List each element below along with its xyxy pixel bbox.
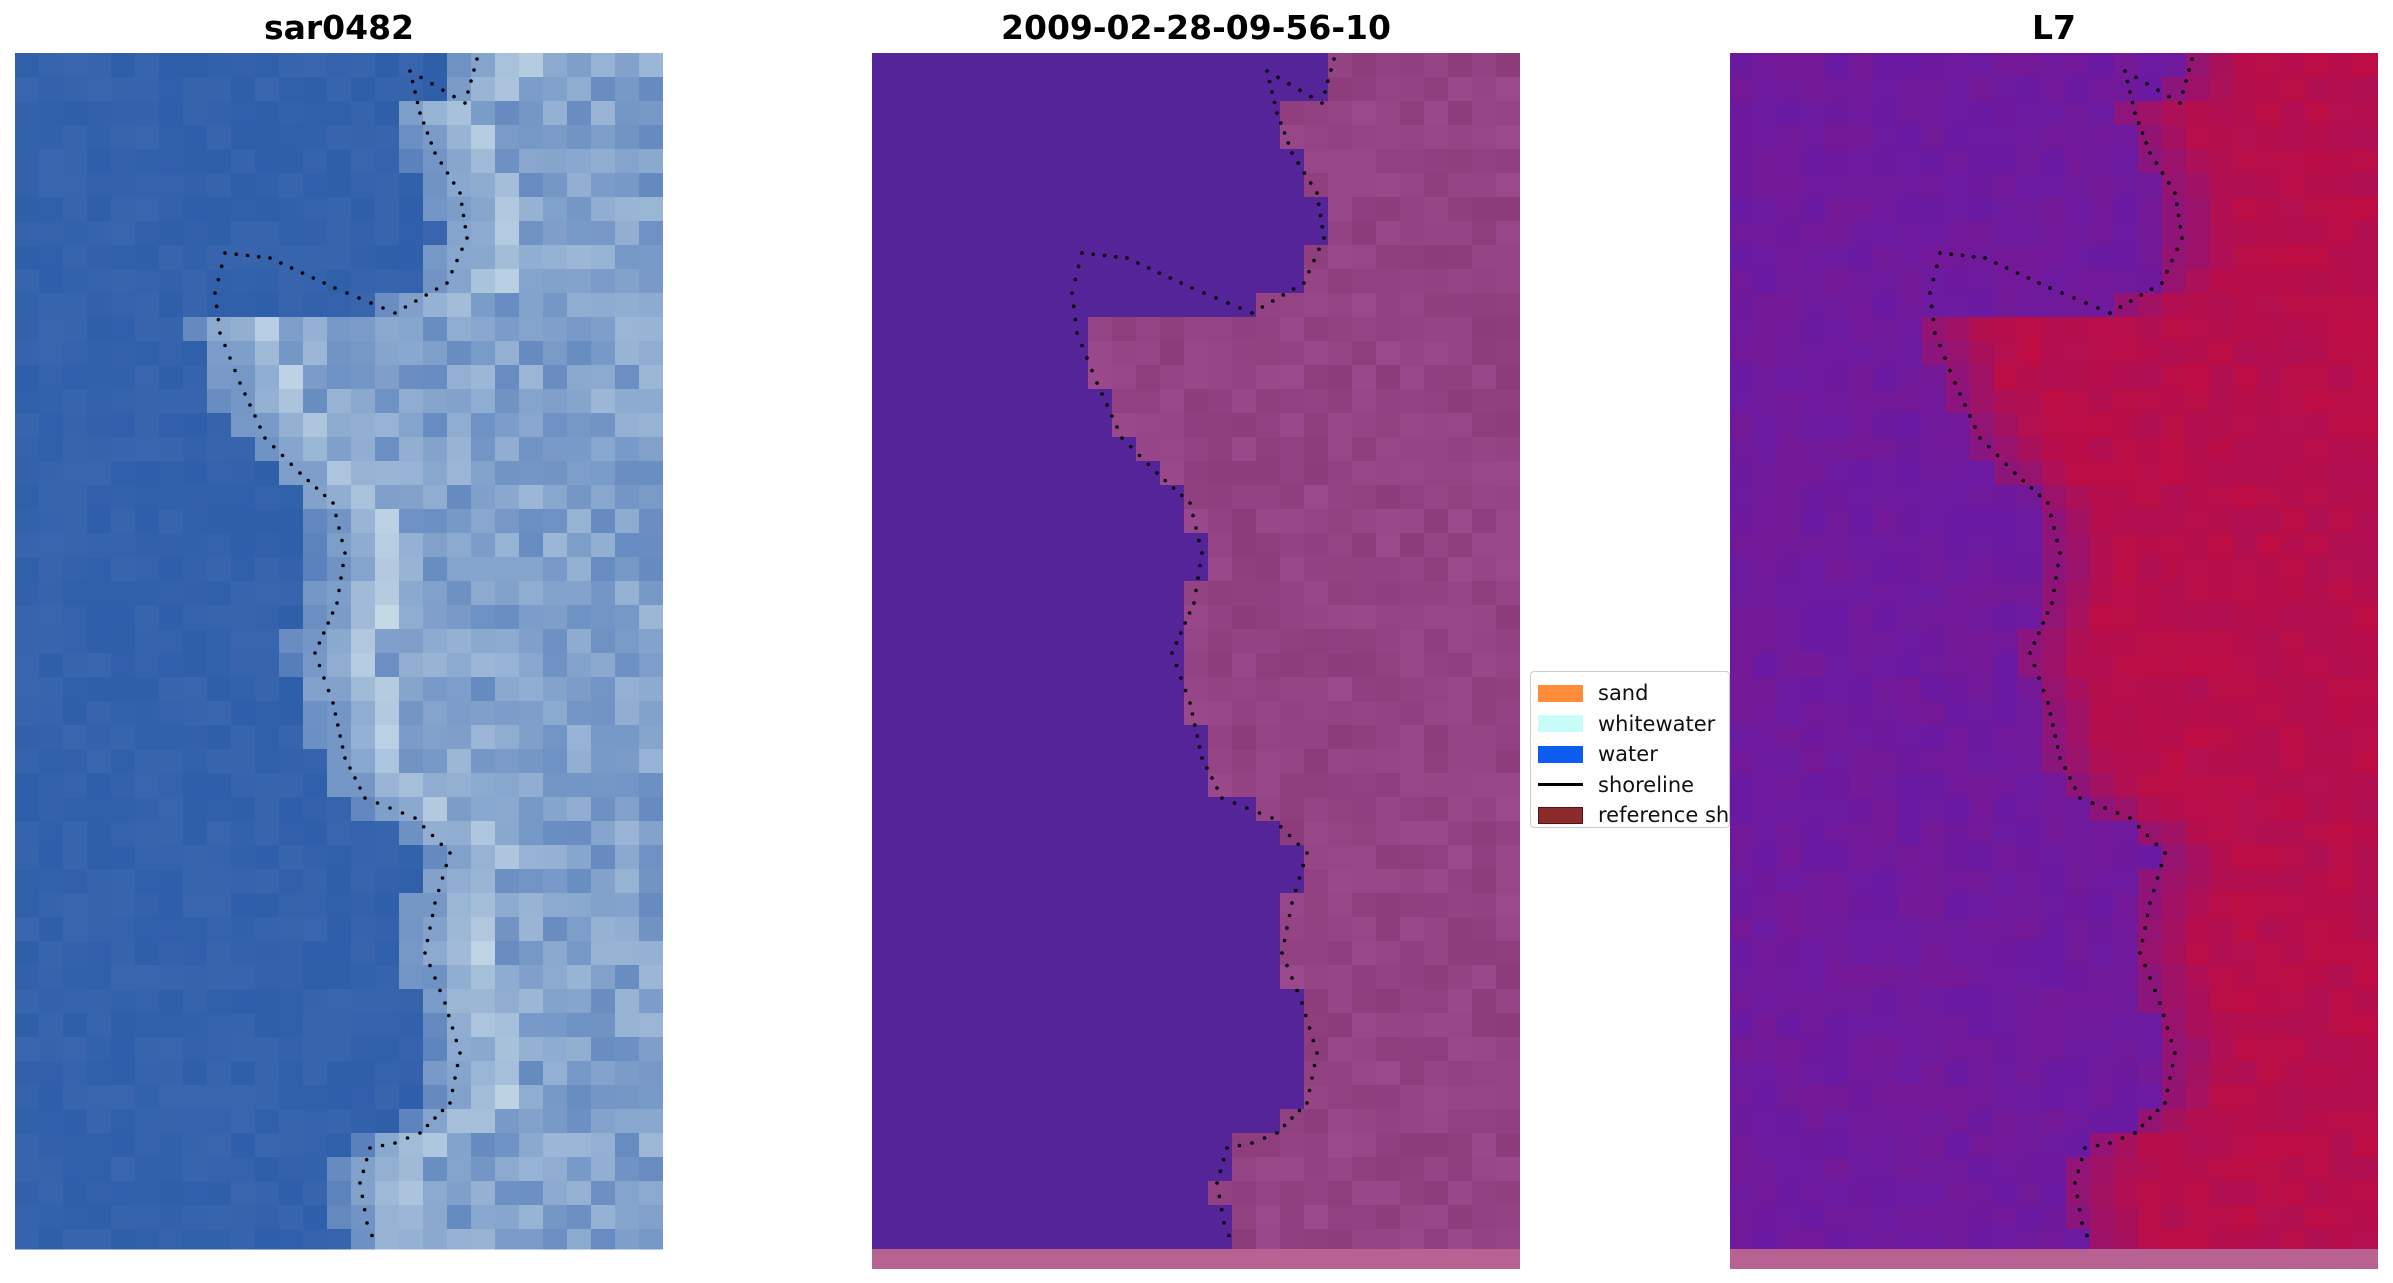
legend-item-shoreline: shoreline (1531, 770, 1729, 801)
reference-shoreline-swatch (1538, 806, 1583, 824)
legend: sand whitewater water shoreline referenc… (1530, 671, 1730, 828)
bottom-strip (872, 1249, 1520, 1269)
legend-label-reference-shoreline: reference shoreline (1598, 803, 1730, 828)
title-index-image: L7 (2032, 8, 2076, 47)
sand-swatch (1538, 684, 1583, 702)
bottom-strip (1730, 1249, 2378, 1269)
rgb-image-panel (15, 53, 663, 1269)
legend-item-sand: sand (1531, 678, 1729, 709)
legend-label-sand: sand (1598, 681, 1649, 706)
classified-image (872, 53, 1520, 1269)
legend-item-water: water (1531, 739, 1729, 770)
legend-item-reference-shoreline: reference shoreline (1531, 800, 1730, 828)
legend-label-whitewater: whitewater (1598, 711, 1716, 736)
rgb-satellite-image (15, 53, 663, 1250)
legend-label-shoreline: shoreline (1598, 772, 1695, 797)
whitewater-swatch (1538, 715, 1583, 733)
index-image-panel (1730, 53, 2378, 1269)
legend-item-whitewater: whitewater (1531, 709, 1729, 740)
shoreline-dots (1928, 57, 2194, 1238)
shoreline-swatch (1538, 783, 1583, 787)
index-image (1730, 53, 2378, 1269)
title-rgb-image: sar0482 (263, 8, 415, 47)
classified-image-panel (872, 53, 1520, 1269)
water-swatch (1538, 745, 1583, 763)
title-classified-image: 2009-02-28-09-56-10 (1001, 8, 1391, 47)
shoreline-dots (213, 57, 479, 1238)
shoreline-dots (1070, 57, 1336, 1238)
legend-label-water: water (1598, 742, 1658, 767)
